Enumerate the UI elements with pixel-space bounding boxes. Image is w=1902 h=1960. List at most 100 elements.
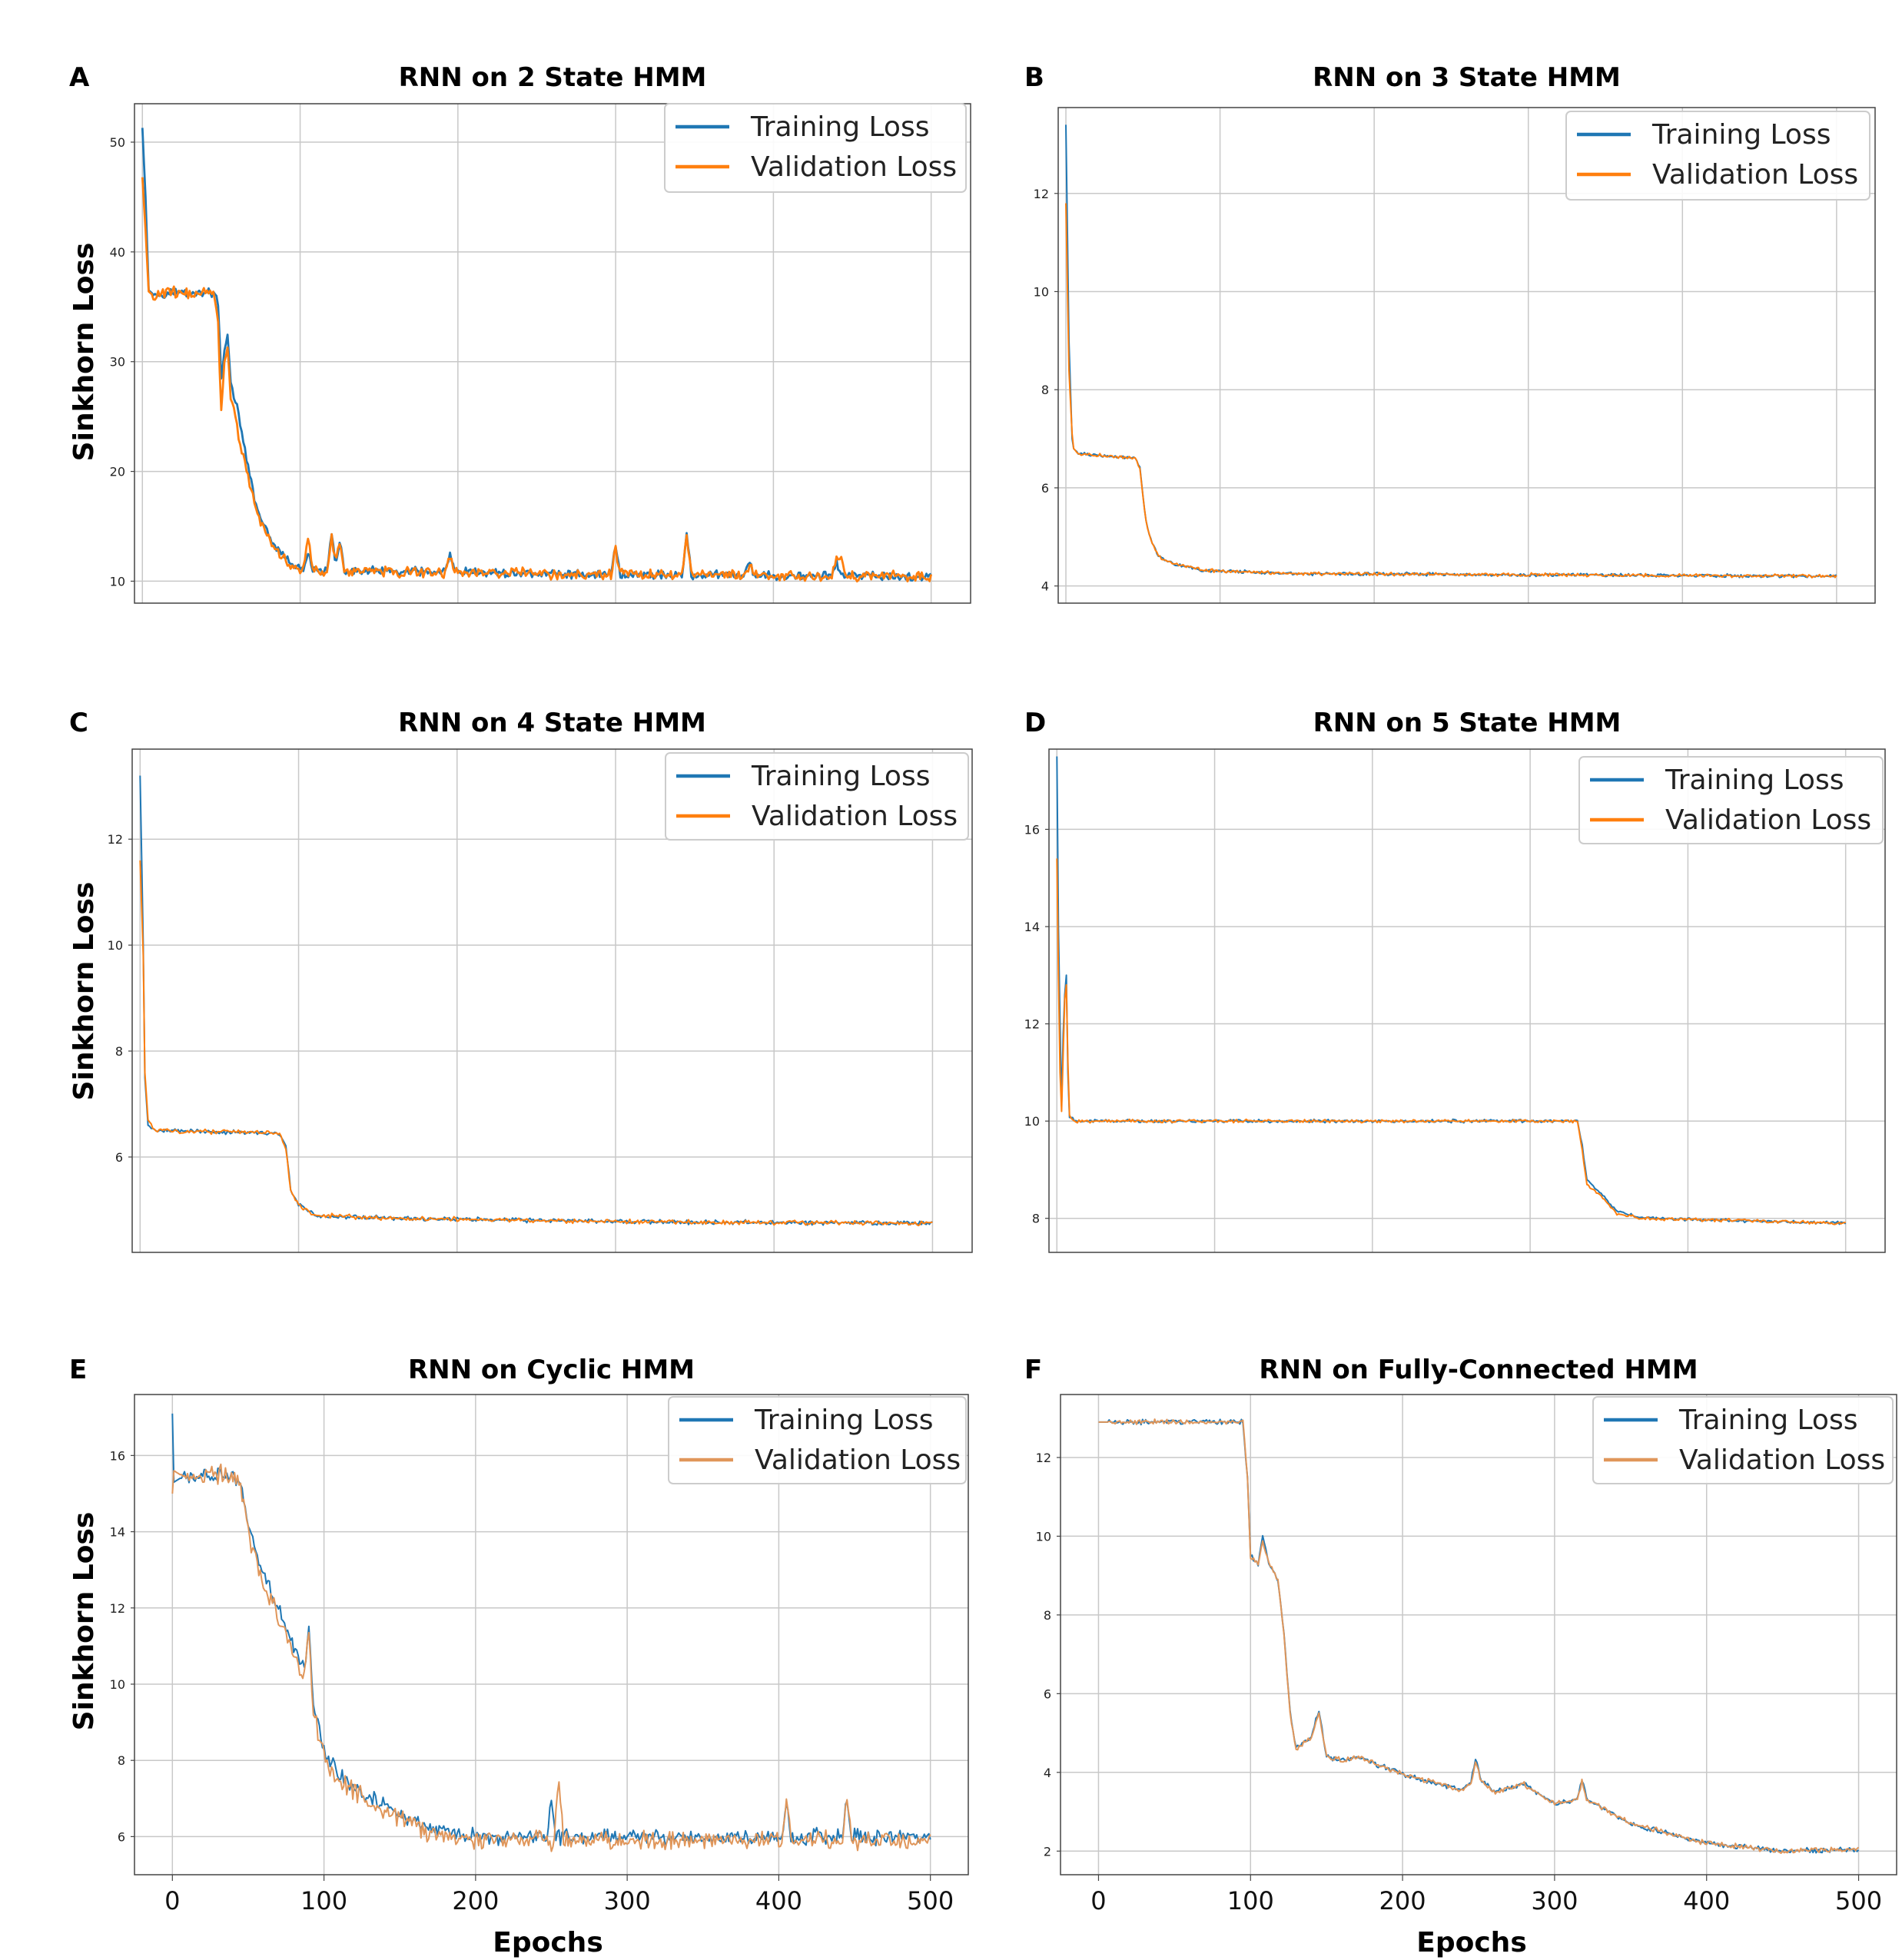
y-tick-label: 14 [110, 1525, 125, 1540]
legend: Training Loss Validation Loss [1592, 1396, 1894, 1484]
plot-frame [1057, 107, 1876, 604]
panel-letter: F [1024, 1355, 1042, 1385]
panel-title: RNN on 3 State HMM [1313, 62, 1621, 93]
legend: Training Loss Validation Loss [1578, 756, 1884, 844]
legend-label-validation: Validation Loss [751, 151, 957, 183]
plot-frame [1060, 1394, 1897, 1875]
y-tick-label: 16 [1024, 822, 1040, 837]
y-tick-label: 2 [1044, 1844, 1051, 1859]
y-tick-label: 10 [110, 1677, 125, 1692]
chart-panel-e: E RNN on Cyclic HMM 6 8 10 12 14 16 0 100 200 300 40… [69, 1355, 969, 1915]
chart-panel-c: C RNN on 4 State HMM 6 8 10 12 Training Loss Va… [69, 708, 973, 1253]
x-tick-label: 0 [1090, 1886, 1106, 1915]
y-tick-label: 4 [1041, 579, 1049, 594]
series-line-training [1098, 1418, 1860, 1854]
legend-label-training: Training Loss [1651, 119, 1831, 151]
series-line-training [141, 128, 932, 582]
y-tick-label: 12 [1024, 1017, 1040, 1032]
series-line-validation [141, 177, 933, 583]
y-tick-label: 12 [1034, 187, 1049, 201]
y-tick-label: 30 [110, 355, 125, 370]
series-line-validation [171, 1463, 931, 1852]
legend: Training Loss Validation Loss [1565, 111, 1870, 201]
legend-label-validation: Validation Loss [752, 801, 958, 832]
series-line-validation [1098, 1418, 1860, 1854]
y-tick-label: 8 [1041, 383, 1049, 397]
y-tick-label: 20 [110, 465, 125, 479]
panel-title: RNN on Cyclic HMM [408, 1355, 695, 1385]
plot-frame [131, 748, 973, 1253]
y-tick-label: 12 [108, 832, 123, 847]
legend-label-validation: Validation Loss [1665, 804, 1871, 836]
plot-frame [134, 103, 971, 604]
panel-title: RNN on 5 State HMM [1313, 708, 1622, 738]
legend-label-training: Training Loss [754, 1405, 933, 1436]
x-tick-label: 100 [300, 1886, 347, 1915]
y-tick-label: 10 [1024, 1114, 1040, 1129]
panel-letter: A [69, 62, 90, 93]
legend-box [1565, 111, 1870, 201]
x-tick-label: 200 [1379, 1886, 1426, 1915]
plot-frame [134, 1394, 969, 1875]
legend-label-validation: Validation Loss [1679, 1444, 1885, 1476]
y-axis-title-row3: Sinkhorn Loss [68, 1512, 100, 1731]
y-axis-title-row1: Sinkhorn Loss [68, 243, 100, 462]
y-tick-label: 10 [110, 574, 125, 589]
legend-box [1592, 1396, 1894, 1484]
series-line-validation [139, 860, 933, 1227]
legend-box [664, 103, 967, 193]
legend-label-validation: Validation Loss [1652, 159, 1858, 191]
y-tick-label: 6 [1041, 481, 1049, 496]
legend-box [668, 1396, 967, 1484]
panel-letter: E [69, 1355, 87, 1385]
chart-panel-b: B RNN on 3 State HMM 4 6 8 10 12 Training Loss V… [1024, 62, 1876, 604]
y-tick-label: 6 [1044, 1686, 1051, 1701]
legend-label-training: Training Loss [1665, 764, 1844, 796]
y-tick-label: 16 [110, 1448, 125, 1463]
y-tick-label: 12 [1036, 1451, 1051, 1465]
x-tick-label: 300 [1531, 1886, 1578, 1915]
panel-letter: B [1024, 62, 1044, 93]
panel-letter: C [69, 708, 88, 738]
chart-panel-f: F RNN on Fully-Connected HMM 2 4 6 8 10 12 0 100 2… [1024, 1355, 1897, 1915]
series-line-training [171, 1413, 931, 1847]
legend-box [665, 752, 969, 841]
legend: Training Loss Validation Loss [668, 1396, 967, 1484]
series-line-validation [1065, 203, 1837, 579]
y-tick-label: 40 [110, 245, 125, 260]
plot-frame [1048, 748, 1886, 1253]
legend: Training Loss Validation Loss [664, 103, 967, 193]
y-tick-label: 10 [1034, 284, 1049, 299]
panel-title: RNN on 2 State HMM [399, 62, 707, 93]
legend-label-training: Training Loss [1678, 1405, 1857, 1436]
x-tick-label: 500 [1835, 1886, 1882, 1915]
y-tick-label: 10 [1036, 1529, 1051, 1544]
x-tick-label: 500 [907, 1886, 954, 1915]
panel-title: RNN on 4 State HMM [398, 708, 706, 738]
y-tick-label: 8 [1044, 1608, 1051, 1623]
x-axis-title-left: Epochs [493, 1927, 603, 1958]
panel-letter: D [1024, 708, 1046, 738]
series-line-training [139, 775, 933, 1226]
y-tick-label: 4 [1044, 1766, 1051, 1780]
y-axis-title-row2: Sinkhorn Loss [68, 882, 100, 1101]
y-tick-label: 8 [115, 1044, 123, 1059]
panel-title: RNN on Fully-Connected HMM [1259, 1355, 1698, 1385]
x-tick-label: 100 [1227, 1886, 1274, 1915]
y-tick-label: 12 [110, 1601, 125, 1616]
chart-panel-a: A RNN on 2 State HMM 10 20 30 40 50 Training Lo… [69, 62, 971, 604]
x-tick-label: 300 [604, 1886, 651, 1915]
y-tick-label: 8 [1032, 1212, 1040, 1226]
legend-label-validation: Validation Loss [755, 1444, 961, 1476]
x-tick-label: 200 [452, 1886, 499, 1915]
y-tick-label: 14 [1024, 920, 1040, 934]
x-tick-label: 0 [164, 1886, 180, 1915]
y-tick-label: 50 [110, 135, 125, 150]
x-tick-label: 400 [1683, 1886, 1730, 1915]
y-tick-label: 10 [108, 938, 123, 953]
x-tick-label: 400 [755, 1886, 802, 1915]
legend: Training Loss Validation Loss [665, 752, 969, 841]
y-tick-label: 8 [118, 1753, 125, 1768]
x-axis-title-right: Epochs [1416, 1927, 1527, 1958]
